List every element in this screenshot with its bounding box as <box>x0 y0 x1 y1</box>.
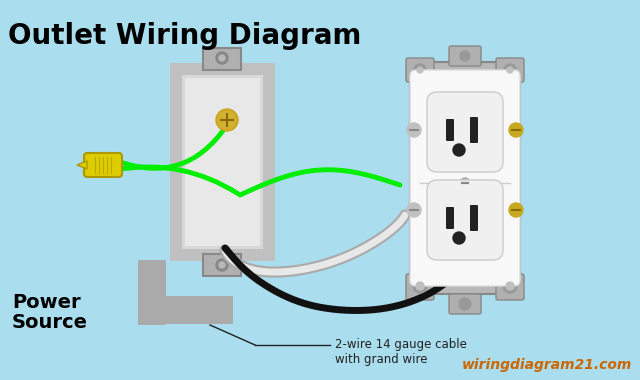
FancyBboxPatch shape <box>427 180 503 260</box>
Circle shape <box>460 51 470 61</box>
Circle shape <box>414 64 426 76</box>
Circle shape <box>504 64 516 76</box>
Circle shape <box>413 279 427 293</box>
FancyBboxPatch shape <box>470 117 478 143</box>
FancyBboxPatch shape <box>496 58 524 82</box>
FancyBboxPatch shape <box>203 254 241 276</box>
Circle shape <box>459 298 471 310</box>
FancyBboxPatch shape <box>84 153 122 177</box>
FancyBboxPatch shape <box>410 70 520 286</box>
FancyBboxPatch shape <box>138 260 166 325</box>
FancyBboxPatch shape <box>470 205 478 231</box>
Circle shape <box>416 282 424 290</box>
FancyBboxPatch shape <box>449 294 481 314</box>
Circle shape <box>407 123 421 137</box>
FancyBboxPatch shape <box>175 68 270 256</box>
Circle shape <box>216 259 228 271</box>
Circle shape <box>218 111 236 129</box>
FancyBboxPatch shape <box>182 75 263 249</box>
Circle shape <box>219 262 225 268</box>
FancyBboxPatch shape <box>410 62 520 294</box>
Text: 2-wire 14 gauge cable
with grand wire: 2-wire 14 gauge cable with grand wire <box>335 338 467 366</box>
FancyBboxPatch shape <box>406 274 434 300</box>
FancyBboxPatch shape <box>170 63 275 261</box>
Text: Outlet Wiring Diagram: Outlet Wiring Diagram <box>8 22 362 50</box>
Circle shape <box>453 232 465 244</box>
Circle shape <box>506 282 514 290</box>
Circle shape <box>407 203 421 217</box>
FancyBboxPatch shape <box>138 296 233 324</box>
Circle shape <box>509 123 523 137</box>
FancyBboxPatch shape <box>406 58 434 82</box>
Circle shape <box>216 109 238 131</box>
FancyBboxPatch shape <box>449 46 481 66</box>
Circle shape <box>219 55 225 61</box>
Circle shape <box>507 67 513 73</box>
Text: wiringdiagram21.com: wiringdiagram21.com <box>461 358 632 372</box>
FancyBboxPatch shape <box>446 207 454 229</box>
Circle shape <box>509 203 523 217</box>
Circle shape <box>503 279 517 293</box>
FancyBboxPatch shape <box>427 92 503 172</box>
Circle shape <box>216 52 228 64</box>
FancyBboxPatch shape <box>446 119 454 141</box>
FancyBboxPatch shape <box>203 48 241 70</box>
FancyBboxPatch shape <box>496 274 524 300</box>
Polygon shape <box>77 161 87 169</box>
FancyBboxPatch shape <box>185 78 260 246</box>
Text: Power
Source: Power Source <box>12 293 88 332</box>
Circle shape <box>460 178 470 188</box>
Circle shape <box>417 67 423 73</box>
Circle shape <box>453 144 465 156</box>
